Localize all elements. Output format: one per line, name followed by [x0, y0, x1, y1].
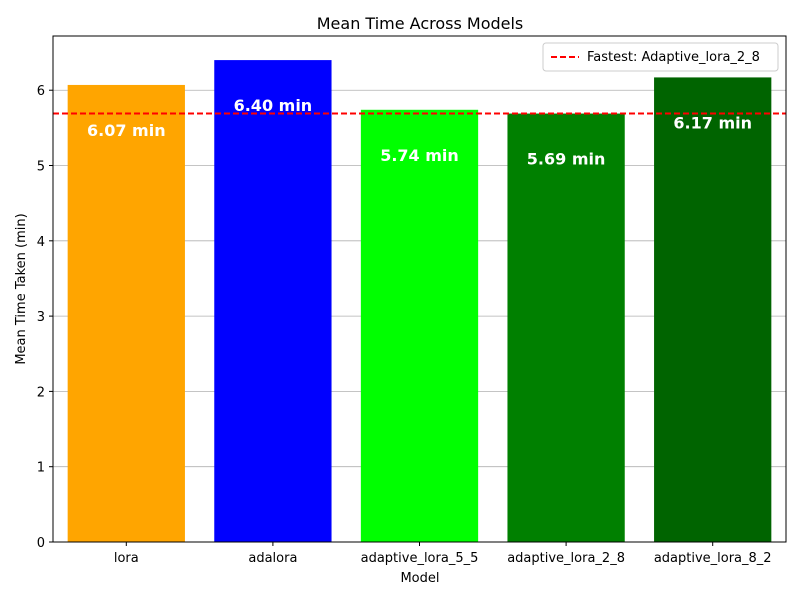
bar-lora: [67, 84, 185, 542]
x-tick-label: adaptive_lora_5_5: [361, 551, 479, 566]
legend-entry-label: Fastest: Adaptive_lora_2_8: [587, 50, 760, 65]
y-tick-label: 6: [37, 84, 45, 99]
chart-title: Mean Time Across Models: [317, 14, 524, 33]
x-tick-label: lora: [114, 551, 139, 566]
x-tick-label: adalora: [248, 551, 297, 566]
x-tick-label: adaptive_lora_8_2: [654, 551, 772, 566]
data-label: 6.17 min: [673, 113, 752, 132]
bar-adaptive_lora_8_2: [654, 77, 772, 542]
data-label: 5.74 min: [380, 146, 459, 165]
y-tick-label: 5: [37, 160, 45, 175]
y-tick-label: 4: [37, 235, 45, 250]
bar-adalora: [214, 60, 332, 542]
bars: [67, 60, 772, 543]
y-tick-label: 0: [37, 536, 45, 551]
x-axis-ticks: lora adalora adaptive_lora_5_5 adaptive_lor…: [114, 542, 772, 566]
data-label: 6.40 min: [234, 96, 313, 115]
bar-adaptive_lora_5_5: [360, 109, 479, 543]
data-label: 5.69 min: [527, 150, 606, 169]
y-axis-label: Mean Time Taken (min): [14, 213, 29, 364]
y-tick-label: 1: [37, 461, 45, 476]
legend-box: [542, 42, 779, 72]
x-tick-label: adaptive_lora_2_8: [507, 551, 625, 566]
y-tick-label: 2: [37, 385, 45, 400]
bar-adaptive_lora_2_8: [507, 113, 625, 542]
y-tick-label: 3: [37, 310, 45, 325]
data-label: 6.07 min: [87, 121, 166, 140]
y-axis-ticks: 0 1 2 3 4 5 6: [37, 84, 53, 551]
legend: Fastest: Adaptive_lora_2_8: [542, 42, 779, 72]
data-labels: 6.07 min 6.40 min 5.74 min 5.69 min 6.17 min: [87, 96, 752, 168]
x-axis-label: Model: [400, 571, 439, 586]
